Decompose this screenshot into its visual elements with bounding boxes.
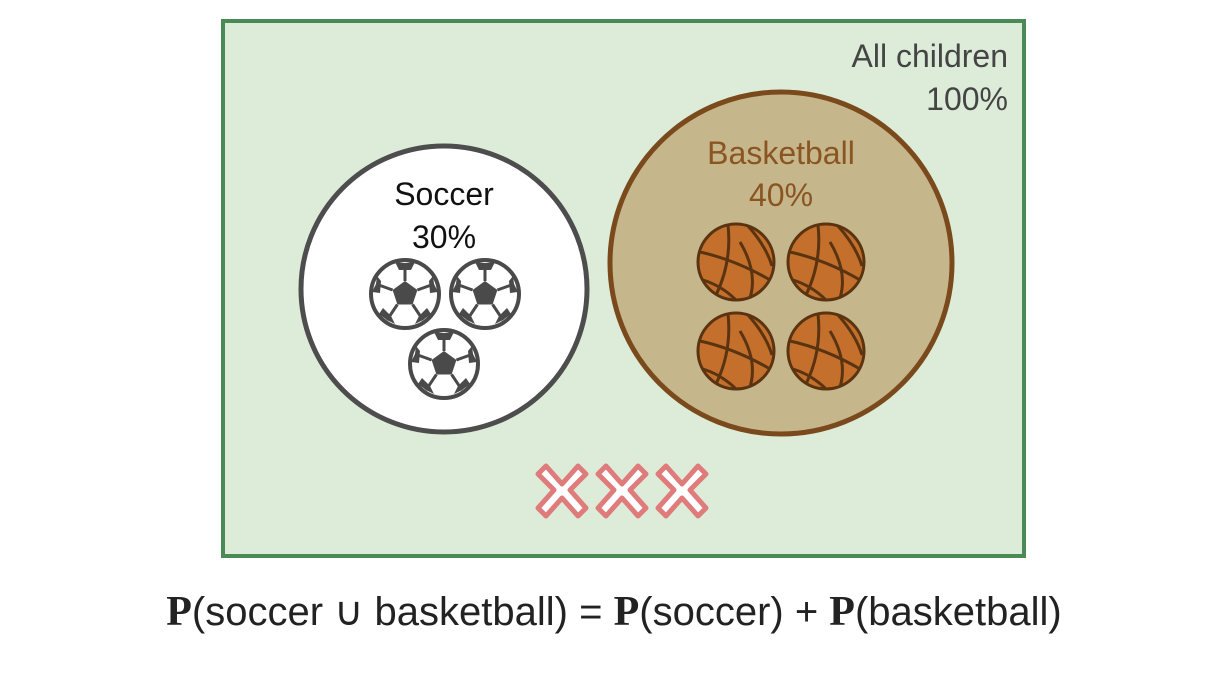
addition-rule-formula: P(soccer ∪ basketball) = P(soccer) + P(b… (0, 588, 1228, 636)
formula-p-symbol: P (829, 589, 855, 635)
basketball-circle (607, 89, 955, 437)
formula-lhs: (soccer ∪ basketball) = (191, 590, 614, 634)
universe-label: All children (851, 38, 1008, 74)
soccer-value: 30% (412, 219, 476, 255)
formula-p-symbol: P (166, 589, 192, 635)
basketball-icon (696, 222, 776, 302)
universe-value: 100% (926, 81, 1008, 117)
basketball-value: 40% (749, 177, 813, 213)
basketball-label: Basketball (707, 135, 855, 171)
soccer-ball-icon (408, 328, 480, 400)
formula-p-symbol: P (613, 589, 640, 635)
basketball-icon (786, 311, 866, 391)
soccer-ball-icon (369, 258, 441, 330)
formula-term-soccer: (soccer) + (639, 590, 830, 634)
soccer-ball-icon (449, 258, 521, 330)
formula-term-basketball: (basketball) (854, 590, 1062, 634)
soccer-label: Soccer (394, 176, 494, 212)
basketball-icon (786, 222, 866, 302)
venn-diagram: All children 100% Soccer 30% Basketball … (221, 19, 1026, 558)
soccer-circle (298, 143, 590, 435)
basketball-icon (696, 311, 776, 391)
